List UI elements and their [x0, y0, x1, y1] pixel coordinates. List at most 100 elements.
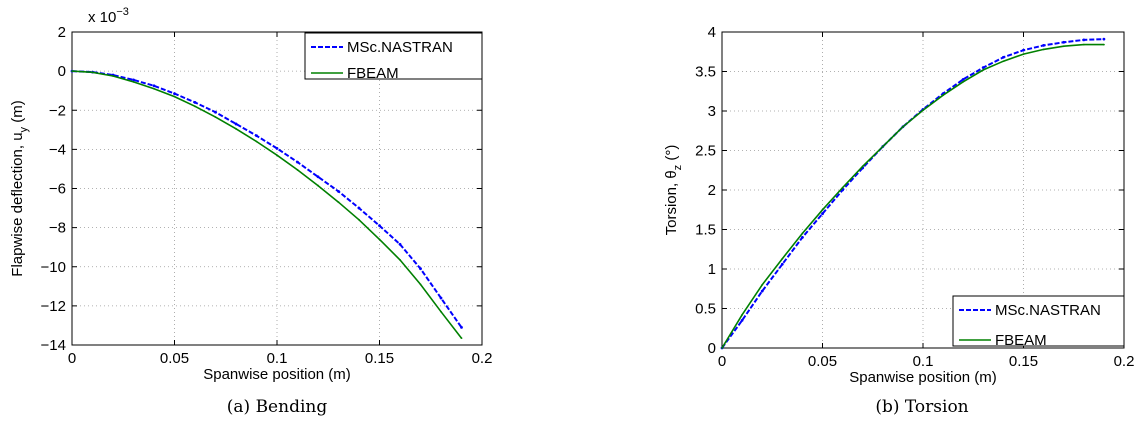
series-point: [358, 218, 360, 221]
series-point: [801, 232, 804, 235]
legend-box: [304, 32, 483, 80]
y-axis-label-unit: (°): [663, 145, 680, 165]
series-point: [721, 347, 723, 349]
y-tick-label: 0.5: [695, 301, 716, 318]
series-point: [214, 116, 217, 118]
series-line-fbeam: [721, 43, 1104, 349]
y-axis-label: Flapwise deflection, uy (m): [9, 100, 30, 276]
series-point: [1062, 40, 1066, 44]
x-tick-label: 0.15: [1009, 353, 1038, 370]
series-point: [194, 105, 196, 108]
series-point: [761, 283, 764, 286]
legend-label: FBEAM: [995, 332, 1047, 349]
y-tick-label: −12: [41, 298, 66, 315]
series-point: [378, 238, 381, 241]
series-point: [1062, 45, 1065, 48]
x-tick-label: 0.2: [1114, 353, 1135, 370]
series-point: [317, 184, 319, 187]
y-multiplier-exp: −3: [116, 6, 129, 18]
y-tick-label: −2: [49, 102, 66, 119]
series-point: [71, 70, 73, 73]
series-point: [214, 110, 217, 114]
y-tick-label: −10: [41, 259, 66, 276]
series-point: [255, 134, 258, 138]
series-point: [255, 140, 258, 143]
legend-box: [952, 295, 1125, 347]
series-point: [1042, 48, 1045, 51]
x-tick-label: 0: [68, 350, 76, 367]
series-point: [780, 262, 784, 266]
x-tick-label: 0.1: [267, 350, 288, 367]
series-line-msc-nastran: [71, 70, 463, 328]
series-point: [337, 190, 340, 193]
series-point: [1002, 60, 1005, 63]
series-point: [902, 125, 904, 128]
series-point: [760, 289, 764, 293]
y-multiplier-base: x 10: [88, 9, 116, 26]
x-tick-label: 0.05: [808, 353, 837, 370]
series-point: [1042, 44, 1045, 47]
y-tick-label: −14: [41, 337, 66, 354]
y-tick-label: −6: [49, 181, 66, 198]
legend: MSc.NASTRAN FBEAM: [952, 295, 1125, 349]
series-point: [841, 186, 844, 189]
series-point: [152, 84, 156, 88]
series-point: [801, 236, 804, 239]
y-tick-label: −4: [49, 141, 66, 158]
series-point: [961, 78, 965, 81]
series-point: [419, 283, 422, 286]
legend-label: MSc.NASTRAN: [347, 39, 453, 56]
caption: (b) Torsion: [875, 397, 968, 417]
series-point: [173, 95, 176, 98]
y-axis-label: Torsion, θz (°): [663, 145, 684, 236]
y-tick-label: 1.5: [695, 222, 716, 239]
y-tick-label: 2.5: [695, 143, 716, 160]
series-point: [193, 101, 197, 104]
series-point: [439, 296, 443, 300]
series-point: [1022, 48, 1025, 52]
series-point: [337, 201, 340, 204]
series-point: [1102, 37, 1106, 41]
series-point: [821, 212, 824, 216]
series-point: [234, 122, 238, 126]
series-point: [132, 80, 135, 83]
series-point: [741, 313, 743, 316]
series-point: [275, 146, 279, 150]
series-point: [378, 224, 381, 228]
series-point: [1082, 38, 1086, 42]
caption: (a) Bending: [227, 397, 328, 417]
series-point: [316, 175, 320, 179]
legend-label: FBEAM: [347, 65, 399, 82]
series-point: [881, 145, 884, 148]
legend-label: MSc.NASTRAN: [995, 302, 1101, 319]
series-line-fbeam: [71, 70, 463, 339]
x-axis-label: Spanwise position (m): [203, 366, 351, 383]
y-axis-label-unit: (m): [9, 100, 26, 127]
y-axis-label-sub: y: [18, 126, 30, 132]
series-point: [460, 325, 463, 329]
y-tick-label: 4: [708, 24, 716, 41]
y-axis-label-main: Flapwise deflection, u: [9, 132, 26, 276]
series-point: [398, 242, 402, 246]
x-tick-label: 0: [718, 353, 726, 370]
series-point: [981, 66, 985, 69]
legend: MSc.NASTRAN FBEAM: [304, 32, 483, 82]
series-point: [1103, 43, 1105, 46]
x-tick-label: 0.2: [472, 350, 493, 367]
series-point: [399, 259, 401, 261]
series-point: [1082, 43, 1085, 46]
series-point: [91, 71, 94, 74]
y-tick-label: 0: [58, 63, 66, 80]
series-point: [112, 75, 114, 77]
series-point: [821, 208, 824, 211]
series-point: [276, 154, 278, 157]
y-multiplier: x 10−3: [88, 6, 129, 26]
y-tick-label: 2: [58, 24, 66, 41]
series-point: [740, 318, 744, 322]
y-tick-label: −8: [49, 220, 66, 237]
series-point: [962, 80, 965, 83]
y-axis-label-main: Torsion, θ: [663, 170, 680, 235]
series-point: [460, 337, 463, 340]
series-point: [132, 78, 135, 82]
series-point: [296, 169, 299, 171]
